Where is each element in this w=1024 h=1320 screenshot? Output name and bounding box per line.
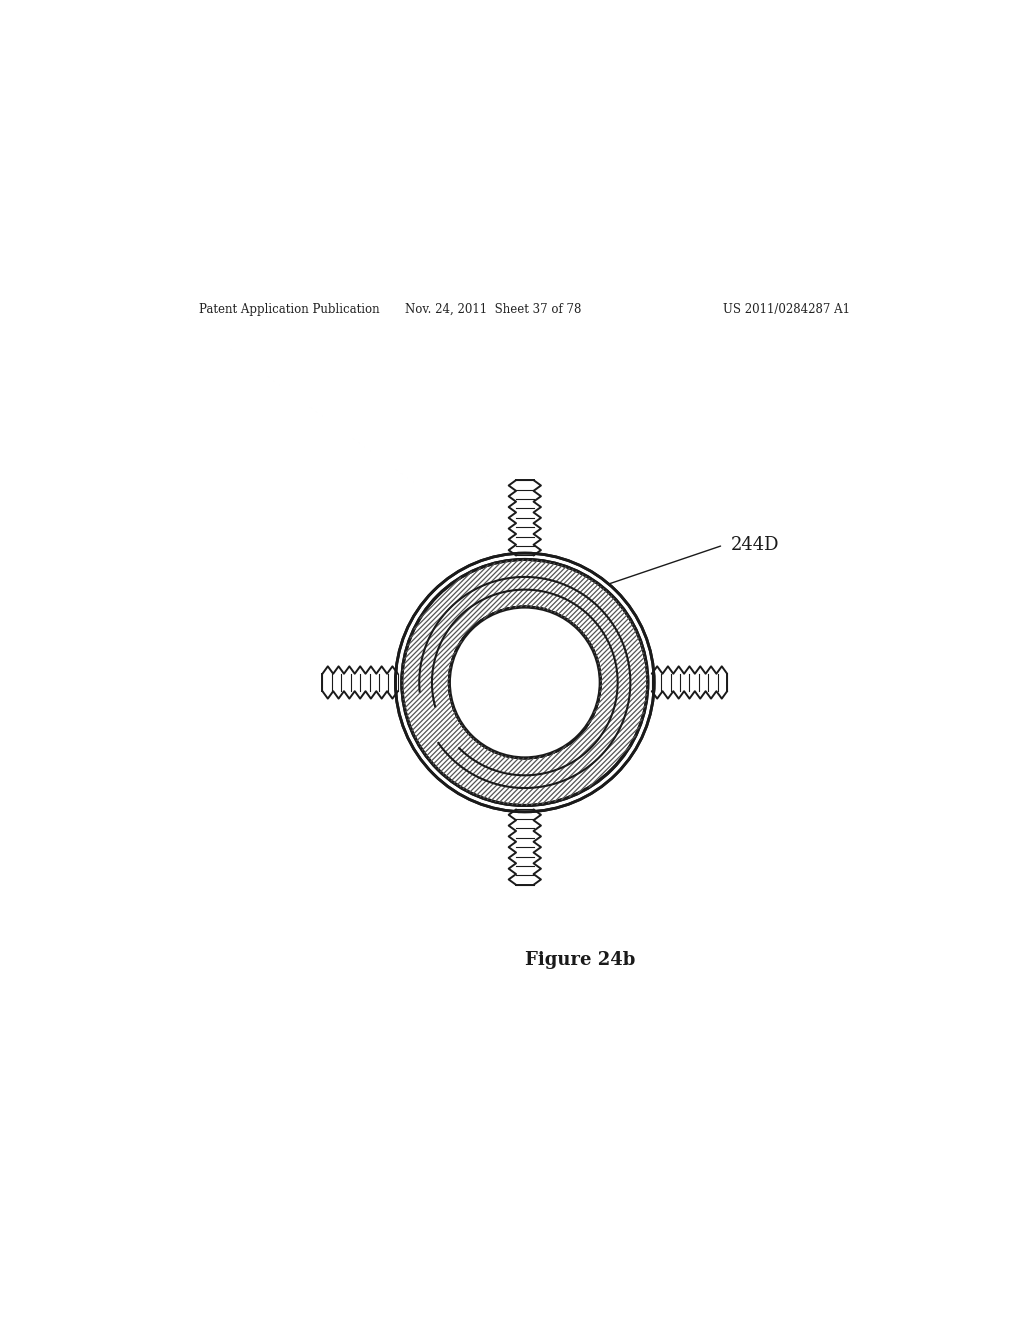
Text: Figure 24b: Figure 24b <box>525 952 636 969</box>
Circle shape <box>450 607 600 758</box>
Circle shape <box>450 607 600 758</box>
Text: US 2011/0284287 A1: US 2011/0284287 A1 <box>723 304 850 315</box>
Text: 244D: 244D <box>731 536 779 554</box>
Text: Nov. 24, 2011  Sheet 37 of 78: Nov. 24, 2011 Sheet 37 of 78 <box>404 304 582 315</box>
Text: Patent Application Publication: Patent Application Publication <box>200 304 380 315</box>
